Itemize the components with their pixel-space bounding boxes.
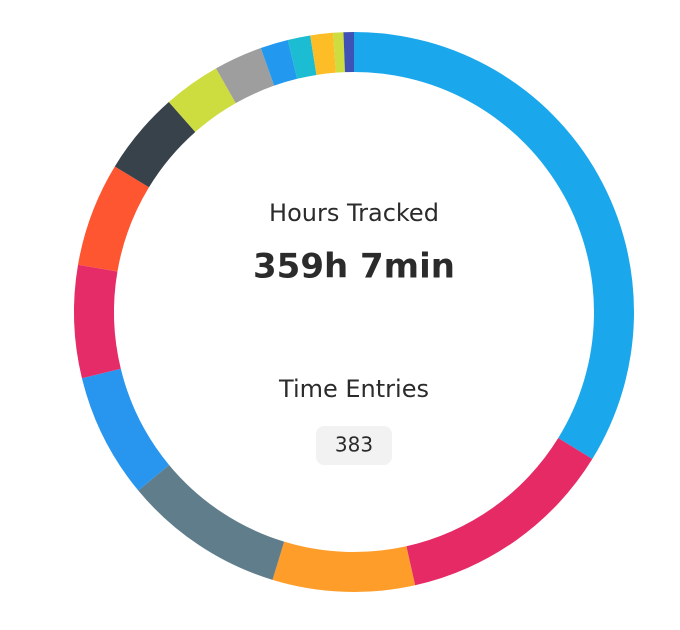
center-value: 359h 7min bbox=[253, 247, 455, 287]
entries-label: Time Entries bbox=[278, 375, 429, 403]
entries-value: 383 bbox=[335, 433, 373, 457]
donut-segment bbox=[78, 166, 149, 272]
donut-segment bbox=[287, 35, 317, 79]
donut-segment bbox=[168, 68, 236, 132]
donut-segment bbox=[81, 368, 170, 491]
donut-segment bbox=[332, 32, 345, 73]
donut-segment bbox=[310, 32, 336, 75]
donut-segment bbox=[260, 39, 298, 86]
donut-segment bbox=[354, 32, 634, 460]
donut-segment bbox=[74, 264, 121, 379]
donut-segment bbox=[114, 101, 196, 188]
center-label: Hours Tracked bbox=[269, 199, 439, 227]
badge bbox=[316, 426, 392, 465]
donut-segment bbox=[272, 541, 416, 592]
donut-segment bbox=[406, 438, 593, 586]
donut-segment bbox=[138, 464, 285, 580]
donut-segment bbox=[343, 32, 354, 73]
donut-segment bbox=[216, 47, 275, 104]
donut bbox=[74, 32, 634, 592]
